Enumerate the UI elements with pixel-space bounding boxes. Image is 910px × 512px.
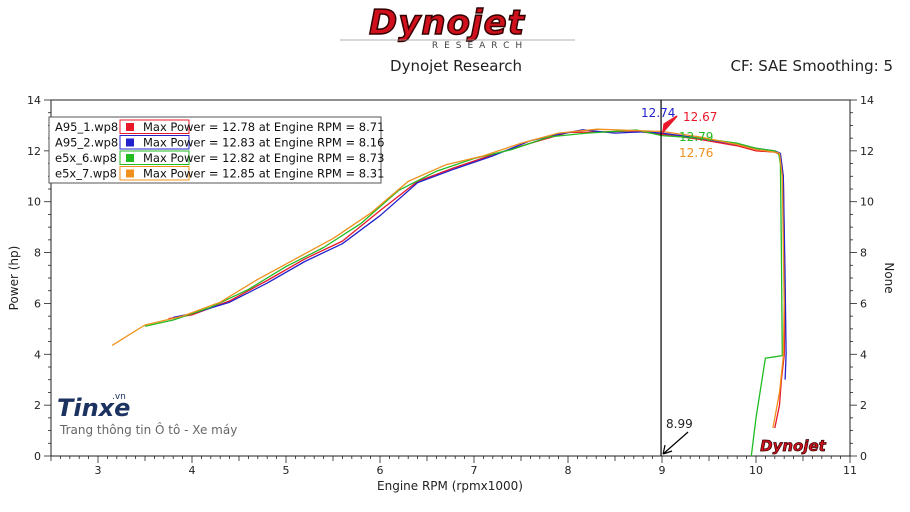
peak-value-e5x_6-wp8: 12.79: [679, 130, 713, 144]
y2-tick-label: 12: [860, 145, 874, 158]
chart-title: Dynojet Research: [390, 57, 522, 75]
chart-settings: CF: SAE Smoothing: 5: [730, 57, 893, 75]
x-tick-label: 7: [471, 464, 478, 477]
dynojet-logo-subtext: RESEARCH: [432, 41, 528, 51]
x-tick-label: 8: [565, 464, 572, 477]
y-tick-label: 10: [27, 196, 41, 209]
corner-logo-text: Dynojet: [760, 437, 827, 455]
dynojet-corner-logo: Dynojet: [760, 437, 827, 456]
dynojet-header-logo: Dynojet RESEARCH: [340, 2, 575, 51]
x-tick-label: 4: [189, 464, 196, 477]
y2-tick-label: 2: [860, 399, 867, 412]
legend-color-swatch: [126, 138, 134, 147]
y-tick-label: 12: [27, 145, 41, 158]
y-tick-label: 4: [34, 348, 41, 361]
y2-tick-label: 0: [860, 450, 867, 463]
y-tick-label: 8: [34, 247, 41, 260]
peak-value-A95_1-wp8: 12.67: [683, 110, 717, 124]
y-tick-label: 6: [34, 297, 41, 310]
tinxe-watermark: Tinxe .vn Trang thông tin Ô tô - Xe máy: [57, 392, 237, 437]
series-line-e5x_7-wp8: [111, 128, 785, 429]
legend-series-name: e5x_6.wp8: [55, 151, 117, 165]
legend-series-name: e5x_7.wp8: [55, 167, 117, 181]
y2-tick-label: 14: [860, 94, 874, 107]
tinxe-tagline: Trang thông tin Ô tô - Xe máy: [59, 422, 237, 437]
peak-value-e5x_7-wp8: 12.76: [679, 146, 713, 160]
legend-color-swatch: [126, 169, 134, 178]
y-tick-label: 2: [34, 399, 41, 412]
legend-color-swatch: [126, 154, 134, 162]
x-tick-label: 9: [659, 464, 666, 477]
legend-entry-frame: [119, 135, 190, 150]
legend-series-detail: Max Power = 12.82 at Engine RPM = 8.73: [143, 151, 384, 165]
x-tick-label: 6: [377, 464, 384, 477]
legend-entry-frame: [119, 150, 190, 165]
y-tick-label: 14: [27, 94, 41, 107]
peak-arrow-icon: [662, 115, 678, 135]
x-axis-title: Engine RPM (rpmx1000): [377, 479, 523, 493]
x-tick-label: 10: [749, 464, 763, 477]
legend-series-detail: Max Power = 12.78 at Engine RPM = 8.71: [143, 120, 384, 134]
peak-labels: 12.67 12.74 12.79 12.76: [641, 106, 717, 160]
y2-tick-label: 6: [860, 297, 867, 310]
peak-value-A95_2-wp8: 12.74: [641, 106, 675, 120]
cursor-arrow-icon: [662, 431, 689, 455]
x-tick-label: 5: [283, 464, 290, 477]
dynojet-logo-text: Dynojet: [369, 3, 526, 43]
legend-color-swatch: [126, 123, 134, 131]
legend: A95_1.wp8 Max Power = 12.78 at Engine RPM…: [48, 116, 384, 184]
legend-series-detail: Max Power = 12.85 at Engine RPM = 8.31: [143, 167, 384, 181]
legend-entry-frame: [119, 119, 190, 134]
series-line-A95_2-wp8: [173, 129, 787, 380]
legend-box: [48, 116, 382, 184]
cursor-value-label: 8.99: [666, 417, 693, 431]
x-tick-label: 3: [95, 464, 102, 477]
series-layer: [111, 128, 787, 457]
y-axis-title: Power (hp): [7, 246, 21, 311]
legend-series-detail: Max Power = 12.83 at Engine RPM = 8.16: [143, 136, 384, 150]
legend-entry-frame: [119, 166, 190, 181]
legend-series-name: A95_2.wp8: [55, 136, 118, 150]
x-tick-label: 11: [843, 464, 857, 477]
y2-tick-label: 8: [860, 247, 867, 260]
legend-series-name: A95_1.wp8: [55, 120, 118, 134]
tinxe-logo-text: Tinxe: [57, 394, 130, 422]
y2-axis-title: None: [882, 262, 896, 293]
y-tick-label: 0: [34, 450, 41, 463]
y2-tick-label: 4: [860, 348, 867, 361]
tinxe-logo-suffix: .vn: [112, 392, 126, 402]
y2-tick-label: 10: [860, 196, 874, 209]
